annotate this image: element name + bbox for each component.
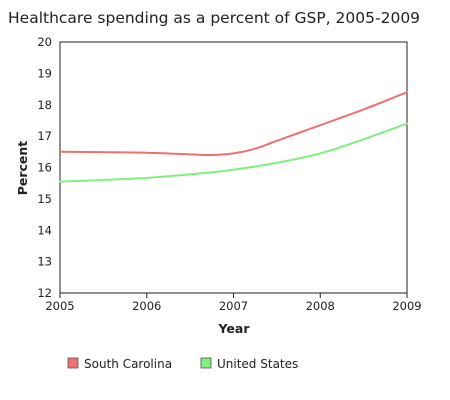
y-tick-label: 12 [37, 286, 52, 300]
legend-label: United States [217, 357, 298, 371]
plot-area [59, 41, 408, 294]
y-tick-label: 19 [37, 66, 52, 80]
x-axis: 2005 2006 2007 2008 2009 [45, 293, 422, 313]
chart-title: Healthcare spending as a percent of GSP,… [8, 9, 420, 27]
y-tick-label: 17 [37, 129, 52, 143]
y-tick-label: 20 [37, 35, 52, 49]
x-tick-label: 2009 [392, 299, 421, 313]
x-tick-label: 2006 [132, 299, 161, 313]
x-tick-label: 2008 [306, 299, 335, 313]
series-line-1 [59, 122, 408, 183]
series-lines [59, 91, 408, 183]
x-tick-label: 2005 [45, 299, 74, 313]
legend-item[interactable]: United States [200, 357, 298, 371]
y-tick-label: 14 [37, 223, 52, 237]
legend-swatch [200, 357, 212, 369]
y-axis: 12 13 14 15 16 17 18 19 20 [37, 35, 52, 300]
y-tick-label: 18 [37, 98, 52, 112]
x-tick-label: 2007 [219, 299, 248, 313]
series-line-0 [59, 91, 408, 156]
x-axis-label: Year [218, 321, 251, 336]
y-tick-label: 15 [37, 192, 52, 206]
y-tick-label: 16 [37, 161, 52, 175]
legend-swatch [67, 357, 79, 369]
legend: South Carolina United States [67, 357, 298, 371]
legend-item[interactable]: South Carolina [67, 357, 172, 371]
y-tick-label: 13 [37, 255, 52, 269]
y-axis-label: Percent [15, 141, 30, 196]
legend-label: South Carolina [84, 357, 172, 371]
